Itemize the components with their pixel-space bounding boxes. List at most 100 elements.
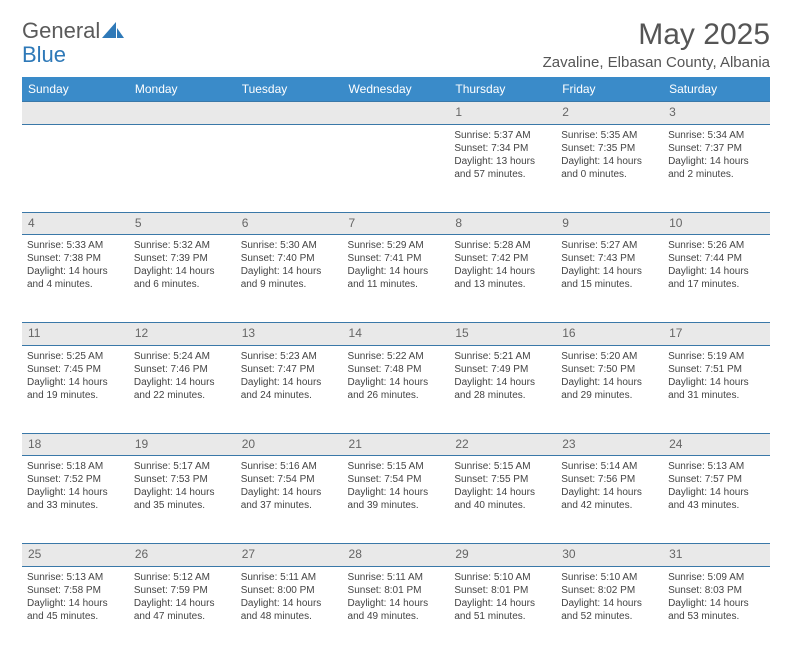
day-number: 2 xyxy=(556,102,663,125)
daylight-line: Daylight: 14 hours and 13 minutes. xyxy=(454,265,551,291)
day-cell: Sunrise: 5:30 AMSunset: 7:40 PMDaylight:… xyxy=(236,235,343,323)
daylight-line: Daylight: 14 hours and 51 minutes. xyxy=(454,597,551,623)
daylight-line: Daylight: 14 hours and 19 minutes. xyxy=(27,376,124,402)
sunrise-line: Sunrise: 5:15 AM xyxy=(454,460,551,473)
sunrise-line: Sunrise: 5:24 AM xyxy=(134,350,231,363)
daylight-line: Daylight: 14 hours and 52 minutes. xyxy=(561,597,658,623)
week-row: Sunrise: 5:37 AMSunset: 7:34 PM Daylight:… xyxy=(22,124,770,212)
sunset-line: Sunset: 7:51 PM xyxy=(668,363,765,376)
sunrise-line: Sunrise: 5:21 AM xyxy=(454,350,551,363)
sunset-line: Sunset: 7:44 PM xyxy=(668,252,765,265)
daylight-line: Daylight: 14 hours and 17 minutes. xyxy=(668,265,765,291)
day-cell: Sunrise: 5:32 AMSunset: 7:39 PMDaylight:… xyxy=(129,235,236,323)
day-number: 4 xyxy=(22,212,129,235)
daylight-line: Daylight: 14 hours and 24 minutes. xyxy=(241,376,338,402)
sunrise-line: Sunrise: 5:25 AM xyxy=(27,350,124,363)
sunset-line: Sunset: 8:01 PM xyxy=(348,584,445,597)
day-cell: Sunrise: 5:14 AMSunset: 7:56 PMDaylight:… xyxy=(556,456,663,544)
day-number: 11 xyxy=(22,323,129,346)
day-cell: Sunrise: 5:37 AMSunset: 7:34 PMDaylight:… xyxy=(449,124,556,212)
day-number: 28 xyxy=(343,544,450,567)
sunset-line: Sunset: 7:53 PM xyxy=(134,473,231,486)
sunrise-line: Sunrise: 5:33 AM xyxy=(27,239,124,252)
sunset-line: Sunset: 7:56 PM xyxy=(561,473,658,486)
week-row: Sunrise: 5:18 AMSunset: 7:52 PMDaylight:… xyxy=(22,456,770,544)
weekday-header: Thursday xyxy=(449,77,556,102)
sunrise-line: Sunrise: 5:18 AM xyxy=(27,460,124,473)
day-cell: Sunrise: 5:13 AMSunset: 7:57 PMDaylight:… xyxy=(663,456,770,544)
day-number: 20 xyxy=(236,433,343,456)
weekday-header: Monday xyxy=(129,77,236,102)
day-cell: Sunrise: 5:16 AMSunset: 7:54 PMDaylight:… xyxy=(236,456,343,544)
sunrise-line: Sunrise: 5:30 AM xyxy=(241,239,338,252)
sunset-line: Sunset: 7:40 PM xyxy=(241,252,338,265)
day-cell: Sunrise: 5:11 AMSunset: 8:00 PMDaylight:… xyxy=(236,566,343,654)
daylight-line: Daylight: 14 hours and 39 minutes. xyxy=(348,486,445,512)
day-number: 9 xyxy=(556,212,663,235)
logo-sail-icon xyxy=(102,22,124,38)
sunrise-line: Sunrise: 5:09 AM xyxy=(668,571,765,584)
daylight-line: Daylight: 14 hours and 15 minutes. xyxy=(561,265,658,291)
sunset-line: Sunset: 8:01 PM xyxy=(454,584,551,597)
day-cell: Sunrise: 5:29 AMSunset: 7:41 PMDaylight:… xyxy=(343,235,450,323)
sunset-line: Sunset: 7:59 PM xyxy=(134,584,231,597)
week-row: Sunrise: 5:13 AMSunset: 7:58 PMDaylight:… xyxy=(22,566,770,654)
logo-text-general: General xyxy=(22,18,100,44)
day-cell xyxy=(22,124,129,212)
calendar-table: SundayMondayTuesdayWednesdayThursdayFrid… xyxy=(22,77,770,654)
daynum-row: 25262728293031 xyxy=(22,544,770,567)
daylight-line: Daylight: 14 hours and 31 minutes. xyxy=(668,376,765,402)
daylight-line: Daylight: 14 hours and 48 minutes. xyxy=(241,597,338,623)
weekday-header: Tuesday xyxy=(236,77,343,102)
day-cell: Sunrise: 5:20 AMSunset: 7:50 PMDaylight:… xyxy=(556,345,663,433)
sunrise-line: Sunrise: 5:35 AM xyxy=(561,129,658,142)
day-number: 8 xyxy=(449,212,556,235)
daylight-line: Daylight: 14 hours and 4 minutes. xyxy=(27,265,124,291)
day-number: 31 xyxy=(663,544,770,567)
sunset-line: Sunset: 7:34 PM xyxy=(454,142,551,155)
daylight-line: Daylight: 14 hours and 33 minutes. xyxy=(27,486,124,512)
day-number xyxy=(129,102,236,125)
day-number xyxy=(236,102,343,125)
sunset-line: Sunset: 7:43 PM xyxy=(561,252,658,265)
sunrise-line: Sunrise: 5:32 AM xyxy=(134,239,231,252)
day-number: 19 xyxy=(129,433,236,456)
daylight-line: Daylight: 14 hours and 11 minutes. xyxy=(348,265,445,291)
day-number: 7 xyxy=(343,212,450,235)
day-cell: Sunrise: 5:34 AMSunset: 7:37 PMDaylight:… xyxy=(663,124,770,212)
daylight-line: Daylight: 14 hours and 28 minutes. xyxy=(454,376,551,402)
daylight-line: Daylight: 14 hours and 42 minutes. xyxy=(561,486,658,512)
sunrise-line: Sunrise: 5:37 AM xyxy=(454,129,551,142)
day-cell: Sunrise: 5:28 AMSunset: 7:42 PMDaylight:… xyxy=(449,235,556,323)
daylight-line: Daylight: 14 hours and 49 minutes. xyxy=(348,597,445,623)
daylight-line: Daylight: 14 hours and 2 minutes. xyxy=(668,155,765,181)
sunset-line: Sunset: 7:49 PM xyxy=(454,363,551,376)
title-block: May 2025 Zavaline, Elbasan County, Alban… xyxy=(543,18,770,71)
day-cell: Sunrise: 5:11 AMSunset: 8:01 PMDaylight:… xyxy=(343,566,450,654)
sunset-line: Sunset: 7:52 PM xyxy=(27,473,124,486)
logo-text-blue: Blue xyxy=(22,42,66,68)
sunrise-line: Sunrise: 5:34 AM xyxy=(668,129,765,142)
sunrise-line: Sunrise: 5:22 AM xyxy=(348,350,445,363)
day-number: 22 xyxy=(449,433,556,456)
page-header: General May 2025 Zavaline, Elbasan Count… xyxy=(22,18,770,71)
sunrise-line: Sunrise: 5:15 AM xyxy=(348,460,445,473)
day-number: 21 xyxy=(343,433,450,456)
day-cell: Sunrise: 5:15 AMSunset: 7:54 PMDaylight:… xyxy=(343,456,450,544)
daylight-line: Daylight: 14 hours and 6 minutes. xyxy=(134,265,231,291)
sunset-line: Sunset: 7:42 PM xyxy=(454,252,551,265)
daylight-line: Daylight: 14 hours and 40 minutes. xyxy=(454,486,551,512)
day-cell: Sunrise: 5:23 AMSunset: 7:47 PMDaylight:… xyxy=(236,345,343,433)
day-cell: Sunrise: 5:25 AMSunset: 7:45 PMDaylight:… xyxy=(22,345,129,433)
sunrise-line: Sunrise: 5:11 AM xyxy=(348,571,445,584)
sunrise-line: Sunrise: 5:26 AM xyxy=(668,239,765,252)
day-cell: Sunrise: 5:35 AMSunset: 7:35 PMDaylight:… xyxy=(556,124,663,212)
day-cell: Sunrise: 5:22 AMSunset: 7:48 PMDaylight:… xyxy=(343,345,450,433)
day-number: 6 xyxy=(236,212,343,235)
weekday-header: Wednesday xyxy=(343,77,450,102)
sunrise-line: Sunrise: 5:28 AM xyxy=(454,239,551,252)
day-cell: Sunrise: 5:33 AMSunset: 7:38 PMDaylight:… xyxy=(22,235,129,323)
sunrise-line: Sunrise: 5:14 AM xyxy=(561,460,658,473)
day-number: 17 xyxy=(663,323,770,346)
day-cell xyxy=(343,124,450,212)
